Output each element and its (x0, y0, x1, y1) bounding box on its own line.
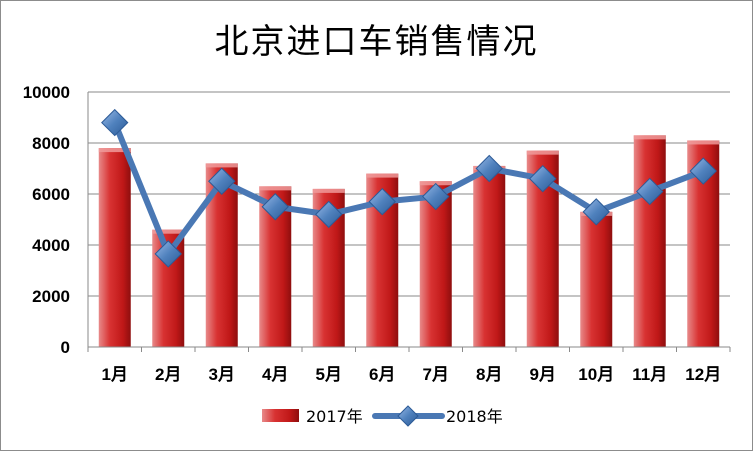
y-tick-label-4: 8000 (32, 134, 70, 153)
point-2018-4月 (261, 193, 289, 221)
bar-2017-top-12月 (687, 140, 720, 145)
bar-2017-top-9月 (526, 150, 559, 155)
x-tick-label-1: 2月 (155, 365, 181, 384)
point-2018-2月 (154, 240, 182, 268)
point-2018-6月 (368, 187, 396, 216)
x-tick-label-10: 11月 (632, 365, 667, 384)
series-2018-line (111, 119, 707, 257)
x-tick-label-5: 6月 (369, 365, 395, 384)
legend-label-2018: 2018年 (446, 407, 503, 426)
bar-2017-top-5月 (312, 188, 345, 193)
bar-2017-8月 (473, 165, 506, 347)
x-tick-label-11: 12月 (685, 365, 721, 384)
bar-2017-top-1月 (98, 148, 131, 153)
bar-2017-1月 (98, 148, 131, 347)
point-2018-7月 (422, 182, 450, 211)
x-tick-label-4: 5月 (316, 365, 342, 384)
x-tick-label-0: 1月 (102, 365, 128, 384)
bar-2017-10月 (580, 211, 613, 347)
point-2018-3月 (208, 167, 236, 195)
point-2018-5月 (315, 200, 343, 229)
x-tick-label-8: 9月 (530, 365, 556, 384)
x-tick-label-6: 7月 (423, 365, 449, 384)
bar-2017-top-6月 (366, 173, 399, 178)
bar-2017-top-3月 (205, 163, 238, 168)
point-2018-11月 (636, 177, 664, 206)
y-tick-label-5: 10000 (23, 83, 70, 102)
x-tick-label-2: 3月 (209, 365, 235, 384)
y-tick-label-0: 0 (61, 338, 70, 357)
point-2018-9月 (529, 164, 557, 193)
y-tick-label-1: 2000 (32, 287, 70, 306)
point-2018-8月 (475, 154, 503, 183)
y-tick-label-3: 6000 (32, 185, 70, 204)
x-tick-label-7: 8月 (476, 365, 502, 384)
bar-2017-top-4月 (259, 186, 292, 191)
point-2018-12月 (689, 157, 717, 185)
x-tick-label-9: 10月 (578, 365, 614, 384)
chart-title: 北京进口车销售情况 (214, 22, 539, 62)
bar-2017-top-2月 (152, 229, 185, 234)
bar-2017-top-11月 (633, 135, 666, 140)
legend-swatch-2017 (262, 409, 299, 422)
point-2018-10月 (582, 198, 610, 226)
legend-marker-2018 (397, 405, 419, 427)
bar-2017-11月 (633, 135, 666, 347)
legend-label-2017: 2017年 (306, 407, 363, 426)
y-tick-label-2: 4000 (32, 236, 70, 255)
point-2018-1月 (101, 108, 129, 137)
x-tick-label-3: 4月 (262, 365, 288, 384)
